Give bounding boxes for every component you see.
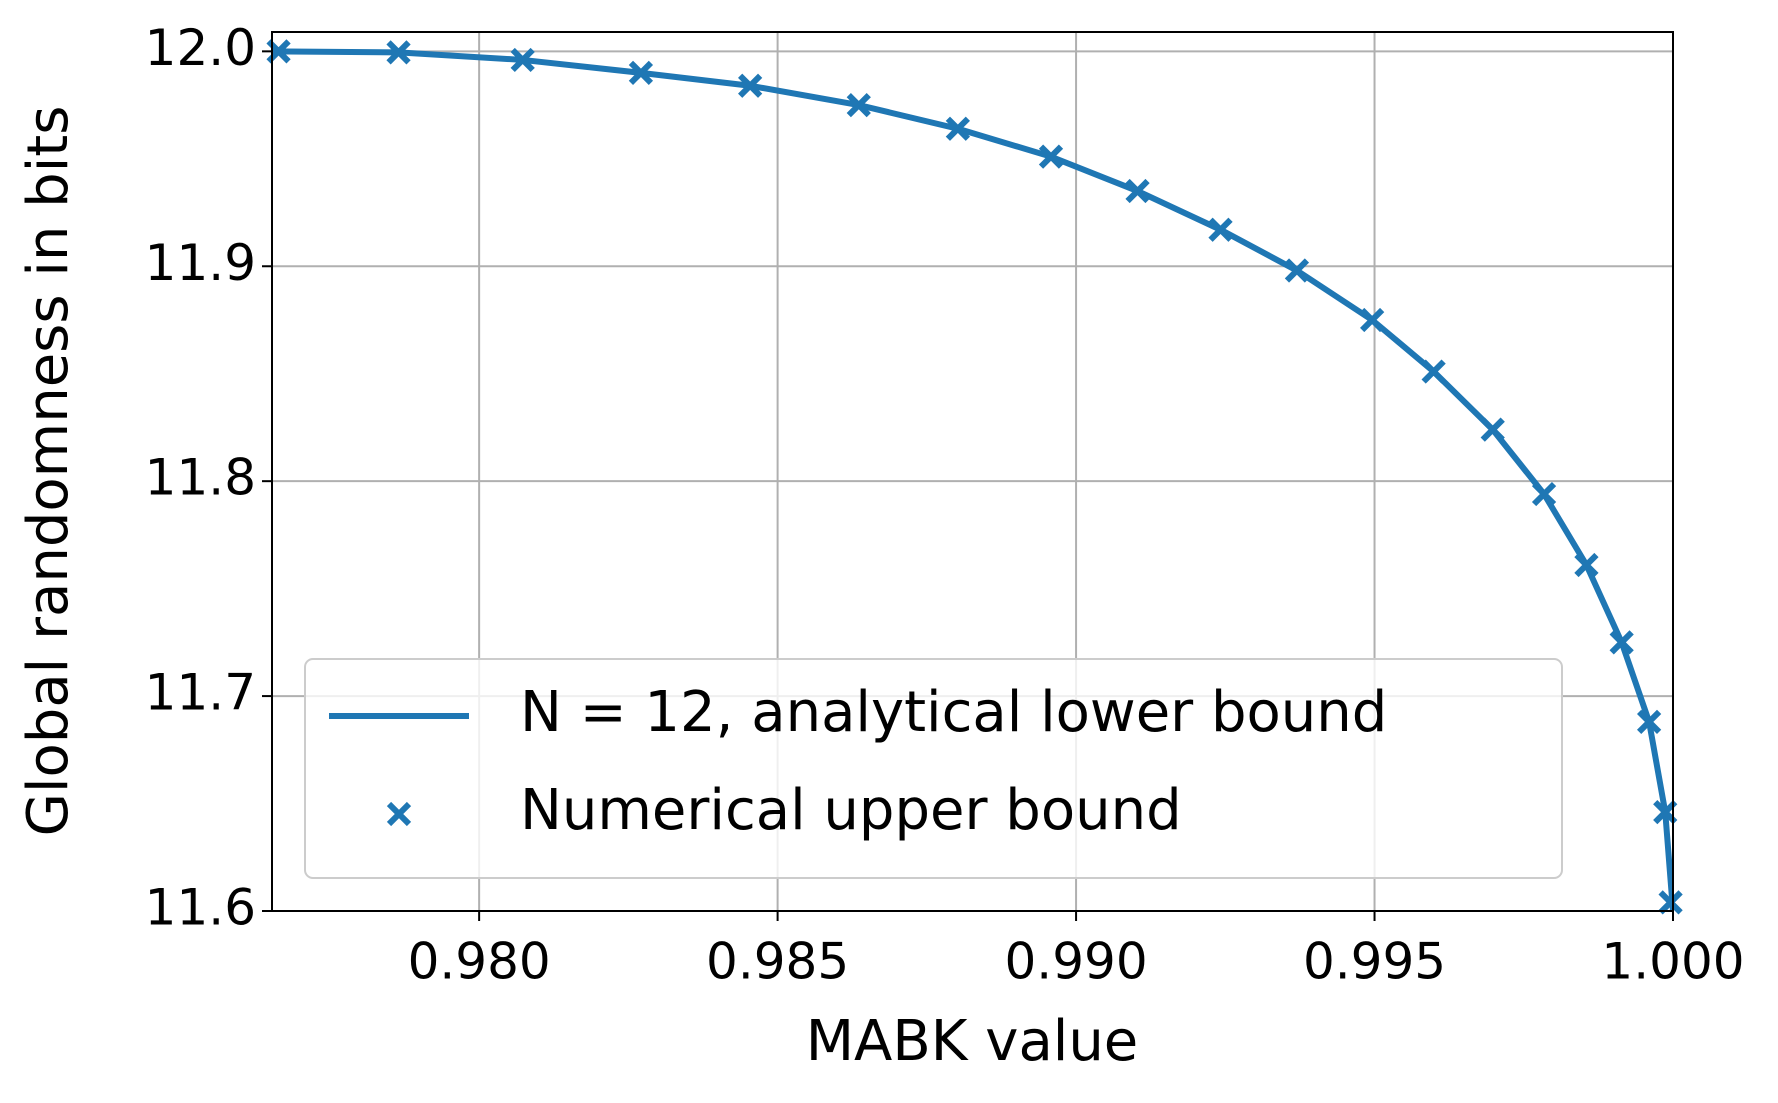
x-tick-label: 0.980: [408, 933, 551, 991]
y-tick-label: 11.9: [145, 234, 256, 292]
x-tick-label: 0.985: [706, 933, 849, 991]
x-tick-label: 0.990: [1004, 933, 1147, 991]
marker: [945, 116, 970, 141]
marker: [846, 92, 871, 118]
y-tick-label: 11.6: [145, 879, 256, 937]
marker: [1038, 144, 1064, 169]
y-tick-label: 11.7: [145, 664, 256, 722]
marker: [1653, 800, 1678, 825]
plot-frame: [271, 31, 1674, 912]
y-axis-label: Global randomness in bits: [16, 106, 81, 837]
legend-marker: [386, 801, 412, 827]
marker: [1574, 552, 1599, 578]
marker: [1208, 217, 1233, 242]
marker: [1480, 417, 1505, 442]
marker: [1125, 178, 1150, 204]
x-tick-label: 1.000: [1601, 933, 1744, 991]
marker: [1284, 258, 1310, 283]
y-tick-label: 11.8: [145, 449, 256, 507]
marker: [1421, 359, 1446, 384]
marker: [1531, 481, 1557, 507]
legend-label: Numerical upper bound: [520, 778, 1182, 843]
marker: [1609, 630, 1634, 655]
marker: [738, 73, 763, 98]
marker: [1658, 890, 1683, 915]
marker: [386, 40, 411, 65]
marker: [1360, 307, 1385, 333]
y-tick-label: 12.0: [145, 19, 256, 77]
legend-label: N = 12, analytical lower bound: [520, 680, 1387, 745]
line: [272, 48, 1673, 911]
x-tick-label: 0.995: [1303, 933, 1446, 991]
x-axis-label: MABK value: [806, 1009, 1139, 1074]
marker: [510, 47, 535, 73]
legend-box: [304, 658, 1563, 879]
marker: [1636, 709, 1662, 734]
marker: [628, 60, 654, 85]
